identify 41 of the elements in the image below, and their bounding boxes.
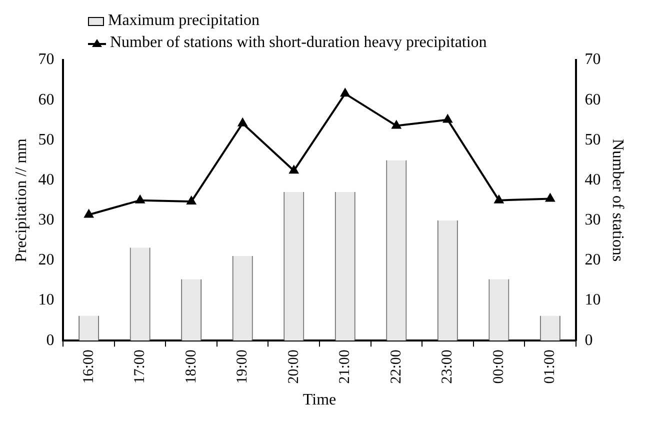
y2-axis-title: Number of stations [609, 138, 626, 262]
y-tick-label: 0 [46, 332, 54, 349]
y2-tick-label: 50 [584, 131, 601, 148]
x-tick-label: 00:00 [490, 350, 507, 384]
point [546, 194, 555, 202]
x-tick-label: 16:00 [80, 350, 97, 384]
point [136, 195, 145, 204]
y2-tick-label: 20 [584, 252, 601, 269]
legend-label: Number of stations with short-duration heavy precipitation [110, 33, 487, 53]
x-axis-title: Time [302, 392, 336, 409]
point [238, 118, 248, 126]
y-tick-label: 30 [38, 212, 54, 229]
y-axis-title: Precipitation // mm [12, 138, 30, 262]
point [84, 210, 94, 218]
point [186, 196, 196, 205]
x-tick-label: 19:00 [234, 350, 251, 384]
x-tick-label: 22:00 [388, 350, 404, 384]
y2-tick-label: 70 [584, 51, 601, 68]
y2-tick-label: 40 [584, 171, 601, 188]
y-tick-label: 50 [38, 131, 54, 148]
point [340, 88, 350, 97]
x-tick-label: 18:00 [183, 350, 200, 384]
y-tick-label: 70 [38, 51, 54, 68]
x-tick-label: 21:00 [337, 350, 354, 384]
y-tick-label: 60 [38, 91, 54, 108]
point [494, 195, 504, 204]
y2-tick-label: 10 [584, 292, 601, 309]
y-tick-label: 20 [38, 252, 54, 269]
y-tick-label: 10 [38, 292, 54, 309]
y-tick-label: 40 [38, 171, 54, 188]
point [392, 120, 401, 129]
point [289, 166, 298, 174]
x-tick-label: 01:00 [542, 350, 558, 384]
legend-label: Maximum precipitation [108, 11, 260, 31]
y2-tick-label: 30 [584, 212, 601, 229]
point [443, 114, 452, 123]
y2-tick-label: 60 [584, 91, 601, 108]
x-tick-label: 17:00 [132, 350, 148, 384]
x-tick-label: 23:00 [440, 350, 456, 384]
x-tick-label: 20:00 [286, 350, 302, 384]
y2-tick-label: 0 [584, 332, 593, 349]
